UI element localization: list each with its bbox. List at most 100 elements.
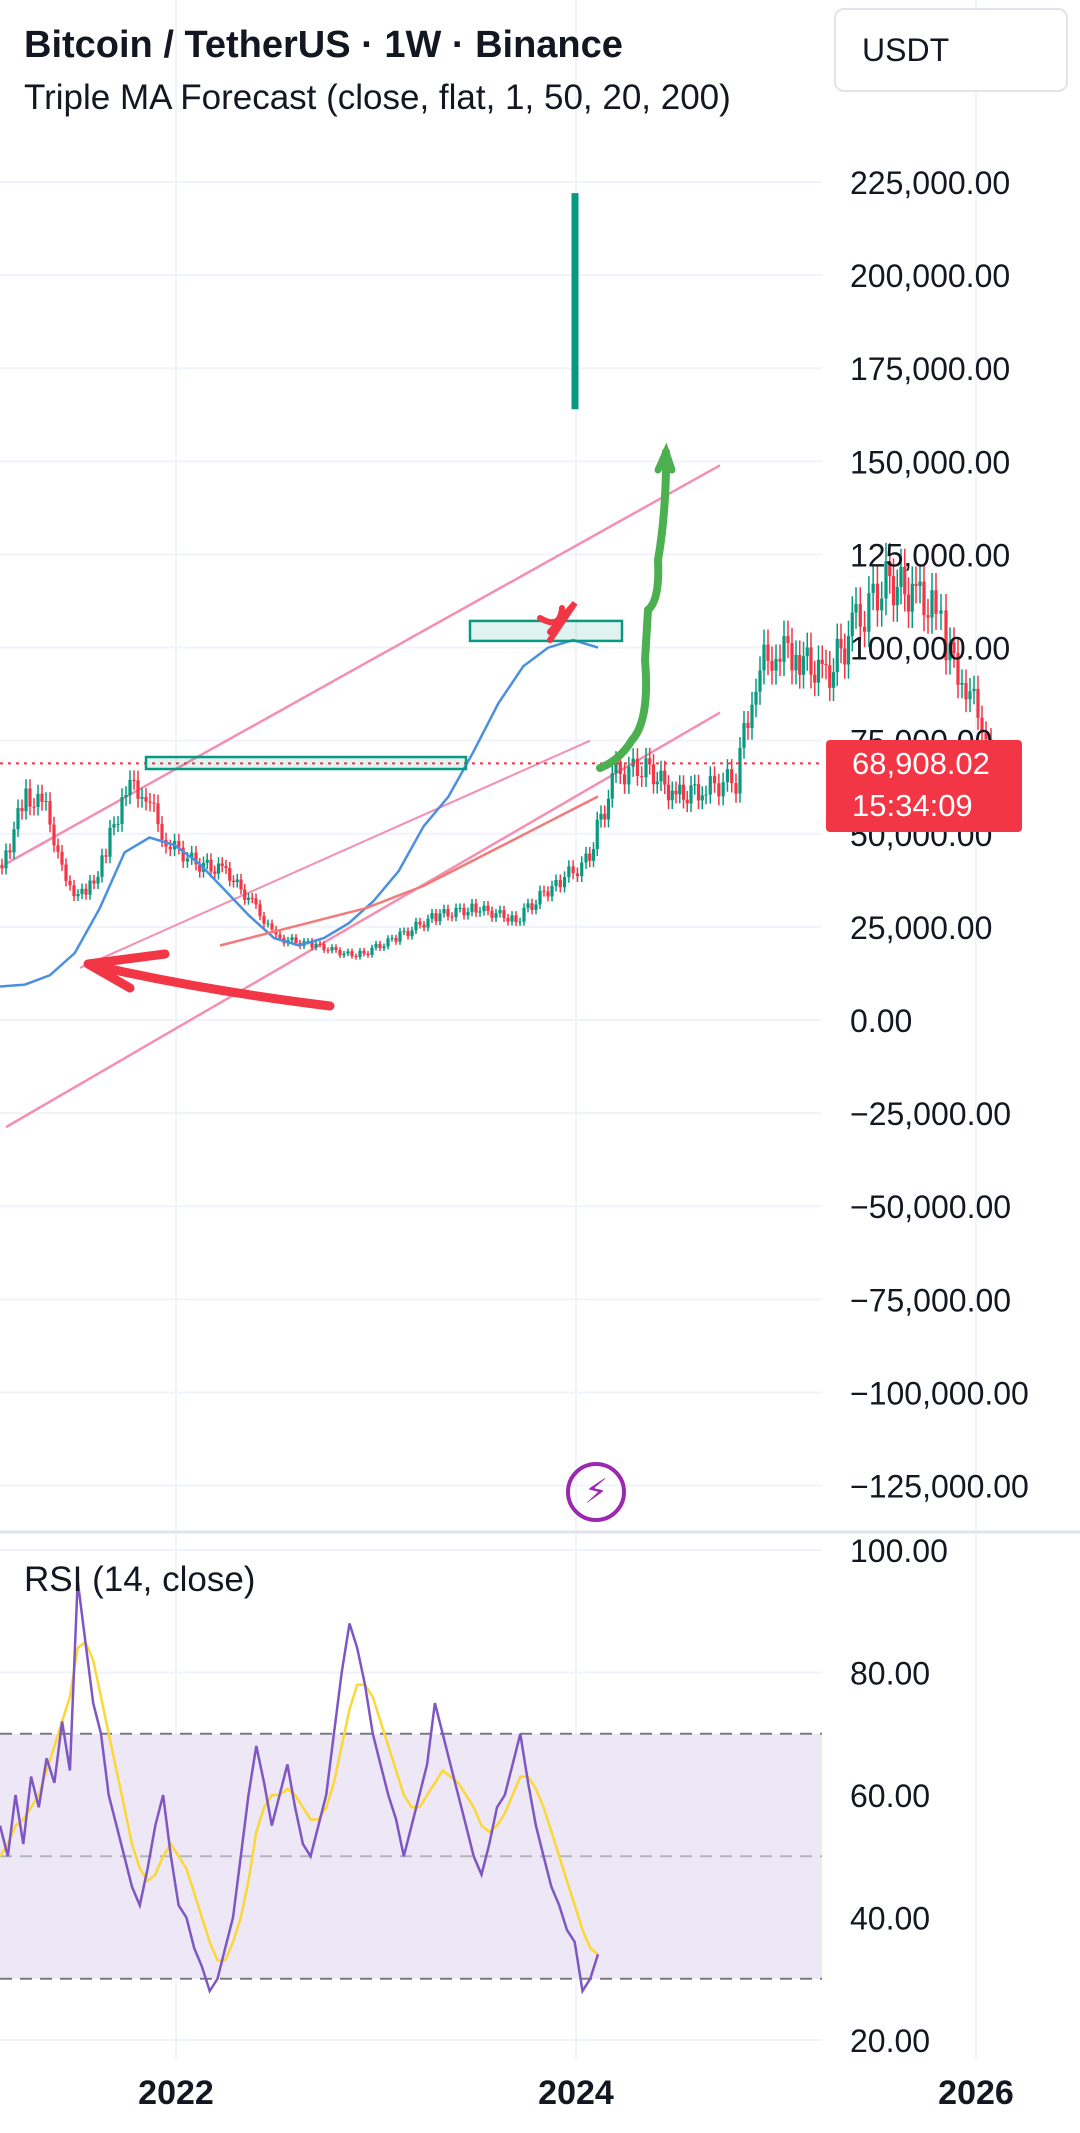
candle-body	[338, 950, 342, 956]
bar-countdown: 15:34:09	[852, 788, 973, 823]
candle-body	[228, 868, 232, 881]
candle-body	[28, 788, 32, 807]
candle-body	[510, 915, 514, 922]
candle-body	[813, 674, 817, 683]
candle-body	[366, 953, 370, 956]
candle-body	[104, 855, 108, 857]
candle-body	[350, 951, 354, 957]
candle-body	[16, 807, 20, 830]
candle-body	[177, 840, 181, 848]
candle-body	[224, 866, 228, 869]
candle-body	[801, 656, 806, 675]
lightning-bolt-icon[interactable]: ⚡	[566, 1462, 626, 1522]
candle-body	[462, 907, 466, 916]
candle-body	[144, 797, 148, 802]
price-axis-label: 225,000.00	[850, 165, 1010, 201]
candle-body	[20, 807, 24, 812]
candle-body	[809, 647, 813, 675]
rsi-legend[interactable]: RSI (14, close)	[24, 1560, 256, 1599]
candle-body	[766, 644, 770, 661]
user-drawings[interactable]	[0, 193, 822, 1011]
candle-body	[136, 780, 140, 799]
candle-body	[790, 643, 794, 671]
candle-body	[689, 785, 693, 804]
rsi-axis-label: 100.00	[850, 1533, 948, 1569]
candle-body	[644, 758, 648, 778]
indicator-legend[interactable]: Triple MA Forecast (close, flat, 1, 50, …	[24, 78, 731, 117]
candle-body	[871, 583, 875, 594]
candle-body	[891, 576, 896, 606]
candle-body	[213, 871, 217, 874]
candle-body	[522, 907, 526, 922]
symbol-title[interactable]: Bitcoin / TetherUS · 1W · Binance	[24, 24, 623, 66]
candle-body	[382, 946, 386, 949]
price-axis-label: 150,000.00	[850, 444, 1010, 480]
candle-body	[922, 581, 926, 616]
candle-body	[168, 846, 172, 850]
candle-body	[422, 924, 426, 928]
candle-body	[972, 688, 976, 692]
candle-body	[903, 566, 907, 595]
candle-body	[538, 890, 542, 905]
candle-body	[68, 880, 72, 886]
candle-body	[64, 864, 68, 881]
candle-body	[92, 880, 96, 884]
price-axis[interactable]: 225,000.00 200,000.00 175,000.00 150,000.00…	[850, 165, 1029, 2059]
candle-body	[530, 903, 534, 910]
time-axis[interactable]: 2022202420262028	[138, 2074, 1080, 2112]
candle-body	[944, 610, 948, 661]
candle-body	[258, 904, 262, 917]
candle-body	[794, 655, 798, 671]
candle-body	[32, 806, 36, 808]
candle-body	[939, 610, 943, 614]
rsi-axis-label: 40.00	[850, 1901, 930, 1937]
candle-body	[514, 915, 518, 923]
candle-body	[918, 581, 922, 587]
candle-body	[778, 658, 782, 662]
candle-body	[262, 916, 266, 924]
candle-body	[132, 779, 136, 781]
price-axis-label: −100,000.00	[850, 1375, 1029, 1411]
rsi-axis-label: 20.00	[850, 2023, 930, 2059]
candle-body	[782, 635, 786, 662]
moving-averages	[0, 638, 599, 988]
candle-body	[12, 829, 16, 853]
candle-body	[518, 921, 522, 923]
candle-body	[678, 784, 682, 795]
candle-body	[906, 594, 911, 612]
candle-body	[40, 793, 44, 802]
candle-body	[627, 766, 631, 785]
ma-50-line	[0, 638, 599, 988]
candle-body	[666, 784, 671, 801]
candle-body	[980, 717, 984, 733]
candle-body	[610, 773, 614, 799]
currency-button[interactable]: USDT	[834, 8, 1068, 92]
candle-body	[406, 931, 410, 937]
candle-body	[685, 799, 689, 804]
rsi-axis-label: 80.00	[850, 1656, 930, 1692]
last-price-tag: 68,908.02 15:34:09	[826, 740, 1022, 832]
candle-body	[8, 850, 12, 853]
candle-body	[635, 758, 640, 777]
price-axis-label: 175,000.00	[850, 351, 1010, 387]
candle-body	[390, 937, 394, 939]
candle-body	[190, 852, 194, 859]
candle-body	[895, 586, 899, 606]
candle-body	[148, 801, 152, 803]
candle-body	[774, 658, 778, 671]
candle-body	[738, 747, 742, 794]
candle-body	[567, 866, 571, 878]
candle-body	[820, 659, 824, 664]
candle-body	[721, 782, 725, 797]
candle-body	[108, 827, 112, 857]
candle-body	[843, 648, 847, 665]
candle-body	[246, 897, 251, 900]
candle-body	[875, 583, 880, 611]
candle-body	[185, 858, 190, 862]
support-arrow	[83, 949, 335, 1011]
candle-body	[358, 950, 362, 958]
support-zone-box	[144, 755, 468, 771]
rsi-axis-label: 60.00	[850, 1778, 930, 1814]
candle-body	[450, 916, 454, 918]
